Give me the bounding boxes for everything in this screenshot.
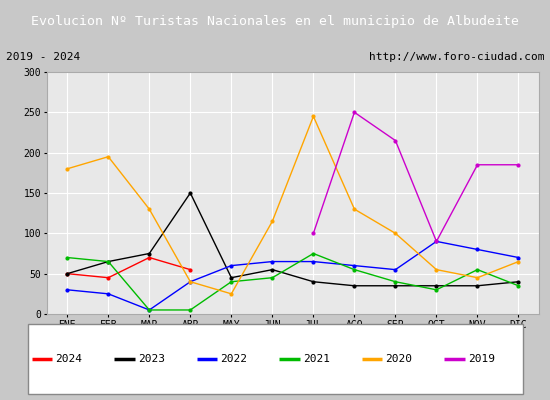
Text: 2021: 2021 xyxy=(303,354,330,364)
Text: 2022: 2022 xyxy=(221,354,248,364)
Text: 2019 - 2024: 2019 - 2024 xyxy=(6,52,80,62)
Text: 2023: 2023 xyxy=(138,354,165,364)
Text: Evolucion Nº Turistas Nacionales en el municipio de Albudeite: Evolucion Nº Turistas Nacionales en el m… xyxy=(31,14,519,28)
Text: 2024: 2024 xyxy=(56,354,82,364)
Text: 2019: 2019 xyxy=(468,354,495,364)
FancyBboxPatch shape xyxy=(28,324,522,394)
Text: 2020: 2020 xyxy=(386,354,412,364)
Text: http://www.foro-ciudad.com: http://www.foro-ciudad.com xyxy=(369,52,544,62)
